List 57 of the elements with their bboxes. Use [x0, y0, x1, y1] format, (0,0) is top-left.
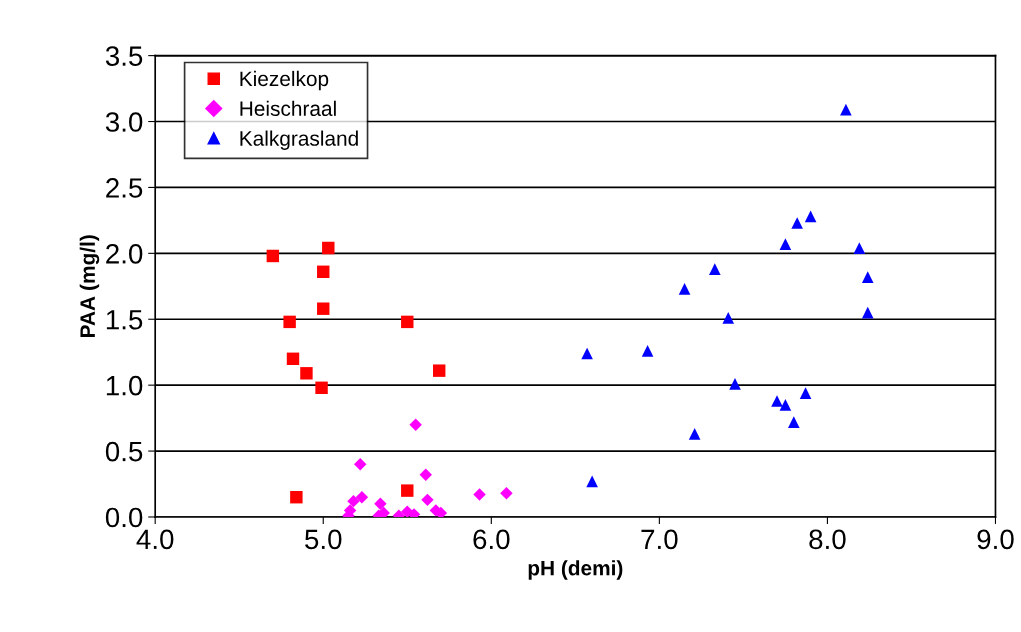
- legend-label: Kalkgrasland: [240, 130, 358, 150]
- point: [473, 488, 486, 501]
- x-tick-label: 8.0: [809, 529, 846, 550]
- point: [641, 345, 654, 357]
- y-tick-label: 0.0: [105, 507, 143, 528]
- point: [419, 468, 432, 482]
- point: [500, 487, 513, 500]
- point: [678, 283, 691, 295]
- point: [729, 378, 741, 390]
- y-tick-label: 3.0: [105, 112, 143, 132]
- point: [722, 312, 735, 324]
- point: [322, 241, 335, 255]
- point: [300, 367, 313, 380]
- point: [791, 217, 803, 229]
- x-tick-label: 5.0: [305, 529, 342, 550]
- y-tick-label: 1.0: [106, 375, 143, 396]
- point: [799, 387, 812, 399]
- point: [586, 475, 598, 488]
- point: [401, 315, 414, 329]
- point: [779, 399, 792, 411]
- legend-label: Heischraal: [240, 100, 336, 117]
- point: [861, 271, 874, 283]
- point: [317, 302, 330, 315]
- point: [290, 490, 303, 504]
- point: [315, 381, 328, 395]
- point: [779, 238, 792, 250]
- point: [709, 263, 721, 275]
- point: [317, 265, 330, 279]
- point: [347, 494, 360, 508]
- y-tick-label: 3.5: [105, 46, 143, 66]
- x-tick-label: 4.0: [136, 529, 174, 550]
- point: [433, 364, 446, 377]
- y-tick-label: 2.0: [106, 244, 143, 264]
- point: [804, 210, 817, 223]
- point: [421, 493, 434, 507]
- point: [374, 497, 387, 511]
- point: [266, 249, 280, 263]
- point: [788, 416, 800, 428]
- point: [861, 306, 874, 319]
- point: [286, 352, 300, 366]
- x-tick-label: 9.0: [977, 529, 1014, 550]
- point: [409, 418, 422, 431]
- point: [401, 484, 414, 497]
- y-axis-title: PAA (mg/l): [79, 235, 100, 337]
- point: [354, 458, 367, 471]
- y-tick-label: 0.5: [105, 441, 143, 462]
- point: [771, 395, 783, 407]
- point: [853, 242, 866, 254]
- point: [688, 428, 701, 440]
- legend-label: Kiezelkop: [240, 70, 329, 91]
- point: [355, 490, 369, 504]
- x-tick-label: 6.0: [473, 529, 510, 550]
- y-tick-label: 1.5: [106, 310, 143, 330]
- y-tick-label: 2.5: [106, 178, 143, 198]
- point: [283, 315, 296, 329]
- x-axis-title: pH (demi): [528, 560, 623, 580]
- x-tick-label: 7.0: [641, 529, 678, 550]
